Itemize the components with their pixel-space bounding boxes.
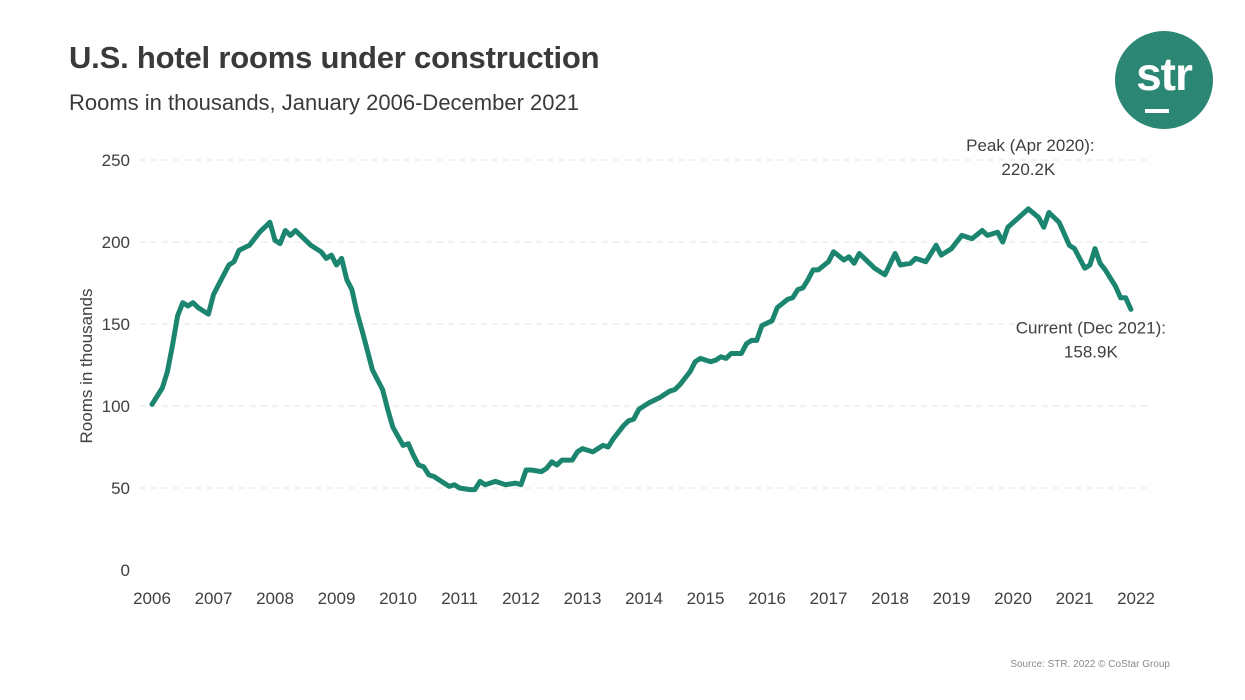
chart-subtitle: Rooms in thousands, January 2006-Decembe… [69,90,579,115]
x-tick-label: 2009 [318,589,356,608]
logo-text: str [1136,48,1193,100]
y-tick-label: 0 [121,561,130,580]
x-tick-label: 2014 [625,589,663,608]
x-tick-label: 2022 [1117,589,1155,608]
str-logo: str [1115,31,1213,129]
x-tick-label: 2010 [379,589,417,608]
series-line [149,206,1134,493]
annotation-value: 220.2K [1001,160,1056,179]
x-tick-label: 2017 [810,589,848,608]
x-tick-label: 2020 [994,589,1032,608]
chart-title: U.S. hotel rooms under construction [69,40,600,75]
x-tick-label: 2011 [441,589,478,608]
x-axis-ticks: 2006 2007 2008 2009 2010 2011 2012 2013 2014 2015… [133,589,1155,608]
y-axis-label: Rooms in thousands [77,289,96,444]
y-tick-label: 250 [102,151,130,170]
x-tick-label: 2018 [871,589,909,608]
annotations: Peak (Apr 2020): 220.2K Current (Dec 2021)… [966,136,1166,362]
x-tick-label: 2021 [1056,589,1094,608]
y-tick-label: 150 [102,315,130,334]
y-tick-label: 100 [102,397,130,416]
y-tick-label: 50 [111,479,130,498]
x-tick-label: 2015 [687,589,725,608]
x-tick-label: 2016 [748,589,786,608]
y-axis-ticks: 0 50 100 150 200 250 [102,151,130,580]
gridlines [140,159,1150,489]
x-tick-label: 2013 [564,589,602,608]
annotation-label: Current (Dec 2021): [1016,318,1166,337]
annotation-value: 158.9K [1064,342,1119,361]
logo-underline [1145,109,1169,113]
x-tick-label: 2007 [195,589,233,608]
x-tick-label: 2019 [933,589,971,608]
x-tick-label: 2006 [133,589,171,608]
x-tick-label: 2012 [502,589,540,608]
x-tick-label: 2008 [256,589,294,608]
annotation-label: Peak (Apr 2020): [966,136,1095,155]
y-tick-label: 200 [102,233,130,252]
source-note: Source: STR. 2022 © CoStar Group [1010,659,1170,670]
